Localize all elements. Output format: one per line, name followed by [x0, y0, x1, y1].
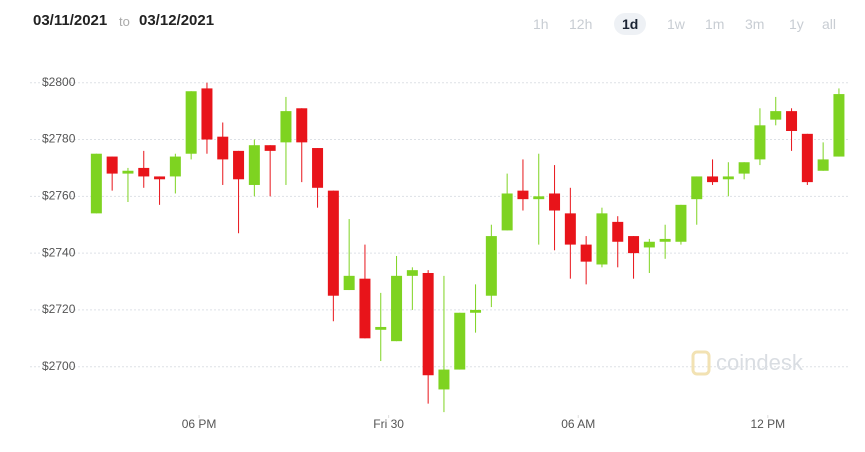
candle-body [817, 159, 829, 171]
candle-body [659, 238, 671, 242]
candle-body [264, 145, 276, 151]
candle-body [122, 170, 134, 174]
to-date[interactable]: 03/12/2021 [139, 12, 215, 29]
candle-body [801, 133, 813, 183]
candle-body [770, 111, 782, 120]
candle-body [738, 162, 750, 174]
candle-body [754, 125, 766, 160]
candle-body [722, 176, 734, 180]
y-tick-label: $2800 [42, 75, 76, 89]
range-button[interactable]: 1m [705, 16, 725, 32]
x-tick-label: 06 PM [182, 417, 217, 431]
candle-body [628, 236, 640, 254]
candle-body [296, 108, 308, 143]
x-tick-label: 06 AM [561, 417, 595, 431]
candle-body [438, 369, 450, 390]
candle-body [422, 273, 434, 376]
to-word: to [119, 14, 130, 29]
y-tick-label: $2760 [42, 188, 76, 202]
y-tick-label: $2700 [42, 359, 76, 373]
candle-body [517, 190, 529, 200]
y-tick-label: $2740 [42, 245, 76, 259]
candle-body [138, 167, 150, 177]
watermark-logo [691, 350, 711, 376]
candle-body [675, 204, 687, 242]
candle-body [833, 94, 845, 157]
candle-body [691, 176, 703, 200]
candle-body [549, 193, 561, 211]
candle-body [564, 213, 576, 245]
candle-body [470, 309, 482, 313]
candle-body [201, 88, 213, 140]
candle-body [169, 156, 181, 177]
range-button[interactable]: 1d [614, 13, 647, 35]
header: 03/11/2021 to 03/12/2021 1h 12h 1d 1w 1m 3m 1y… [0, 0, 865, 50]
candle-body [454, 312, 466, 370]
x-tick-label: Fri 30 [373, 417, 404, 431]
candle-body [359, 278, 371, 339]
watermark: coindesk [716, 350, 804, 375]
candle-body [612, 221, 624, 242]
candle-body [391, 275, 403, 342]
range-button[interactable]: 1w [667, 16, 685, 32]
candle-body [217, 136, 229, 160]
candle-body [580, 244, 592, 262]
y-tick-label: $2780 [42, 132, 76, 146]
candle-body [312, 148, 324, 188]
candle-body [707, 176, 719, 183]
candle-body [90, 153, 102, 214]
x-tick-label: 12 PM [750, 417, 785, 431]
candle-body [248, 145, 260, 185]
candle-body [596, 213, 608, 265]
candle-body [643, 241, 655, 248]
candle-body [406, 270, 418, 276]
candle-body [327, 190, 339, 296]
candle-body [185, 91, 197, 154]
candle-body [375, 326, 387, 330]
candle-body [343, 275, 355, 291]
candle-body [533, 196, 545, 200]
range-button[interactable]: 12h [569, 16, 593, 32]
range-button[interactable]: all [822, 16, 837, 32]
range-button[interactable]: 1h [533, 16, 549, 32]
candle-body [154, 176, 166, 180]
candle-body [280, 111, 292, 143]
candle-body [233, 150, 245, 180]
range-button[interactable]: 1y [789, 16, 804, 32]
range-button[interactable]: 3m [745, 16, 765, 32]
candle-body [501, 193, 513, 231]
candle-body [786, 111, 798, 131]
from-date[interactable]: 03/11/2021 [33, 12, 108, 29]
candle-body [106, 156, 118, 174]
y-tick-label: $2720 [42, 302, 76, 316]
candle-body [485, 236, 497, 296]
